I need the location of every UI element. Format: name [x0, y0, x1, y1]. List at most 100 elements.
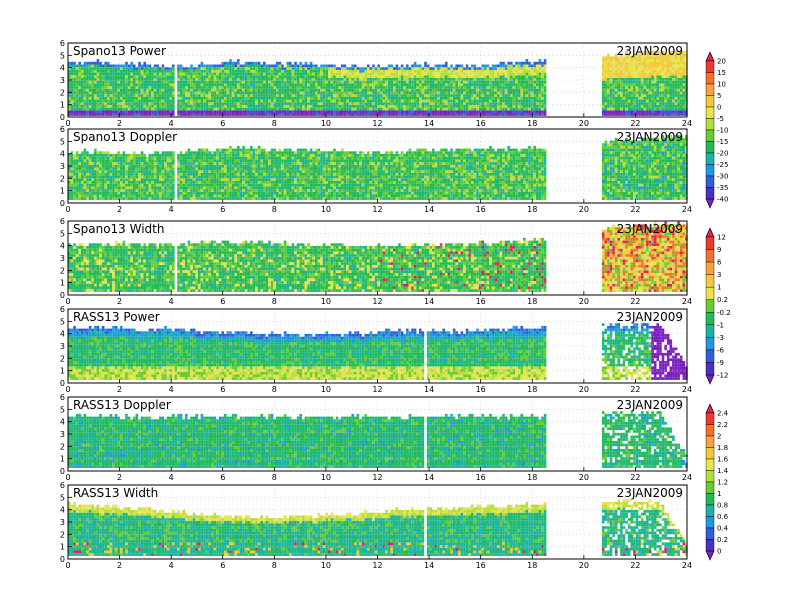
data-cell	[523, 108, 526, 111]
data-cell	[468, 97, 471, 100]
data-cell	[416, 70, 419, 73]
data-cell	[190, 100, 193, 103]
data-cell	[414, 89, 417, 92]
data-cell	[539, 92, 542, 95]
data-cell	[605, 62, 608, 65]
data-cell	[177, 102, 180, 105]
data-cell	[258, 105, 261, 108]
data-cell	[618, 59, 621, 62]
data-cell	[683, 75, 686, 78]
data-cell	[489, 110, 492, 113]
data-cell	[255, 73, 258, 76]
data-cell	[281, 83, 284, 86]
data-cell	[364, 83, 367, 86]
data-cell	[440, 73, 443, 76]
data-cell	[623, 65, 626, 68]
data-cell	[310, 94, 313, 97]
data-cell	[76, 186, 79, 189]
data-cell	[247, 97, 250, 100]
data-cell	[416, 113, 419, 116]
data-cell	[167, 94, 170, 97]
data-cell	[125, 97, 128, 100]
data-cell	[159, 78, 162, 81]
data-cell	[292, 110, 295, 113]
data-cell	[523, 75, 526, 78]
data-cell	[393, 70, 396, 73]
data-cell	[349, 92, 352, 95]
data-cell	[273, 70, 276, 73]
data-cell	[429, 100, 432, 103]
data-cell	[435, 105, 438, 108]
data-cell	[149, 81, 152, 84]
data-cell	[341, 105, 344, 108]
data-cell	[349, 108, 352, 111]
data-cell	[649, 75, 652, 78]
data-cell	[94, 178, 97, 181]
data-cell	[377, 108, 380, 111]
data-cell	[419, 110, 422, 113]
data-cell	[232, 62, 235, 65]
data-cell	[104, 86, 107, 89]
data-cell	[110, 197, 113, 200]
data-cell	[297, 65, 300, 68]
data-cell	[247, 113, 250, 116]
data-cell	[190, 81, 193, 84]
data-cell	[81, 170, 84, 173]
data-cell	[110, 173, 113, 176]
data-cell	[151, 94, 154, 97]
data-cell	[84, 178, 87, 181]
data-cell	[123, 173, 126, 176]
data-cell	[117, 81, 120, 84]
data-cell	[219, 75, 222, 78]
data-cell	[214, 78, 217, 81]
data-cell	[136, 92, 139, 95]
data-cell	[513, 73, 516, 76]
data-cell	[445, 89, 448, 92]
data-cell	[463, 70, 466, 73]
data-cell	[133, 170, 136, 173]
data-cell	[240, 75, 243, 78]
data-cell	[318, 94, 321, 97]
x-tick-label: 14	[424, 119, 434, 128]
data-cell	[602, 83, 605, 86]
data-cell	[385, 83, 388, 86]
data-cell	[375, 105, 378, 108]
data-cell	[610, 62, 613, 65]
data-cell	[333, 102, 336, 105]
data-cell	[528, 75, 531, 78]
data-cell	[383, 94, 386, 97]
data-cell	[409, 73, 412, 76]
data-cell	[89, 189, 92, 192]
data-cell	[401, 75, 404, 78]
data-cell	[325, 65, 328, 68]
data-cell	[156, 154, 159, 157]
data-cell	[461, 73, 464, 76]
data-cell	[377, 81, 380, 84]
data-cell	[377, 67, 380, 70]
data-cell	[125, 113, 128, 116]
data-cell	[453, 92, 456, 95]
data-cell	[294, 65, 297, 68]
data-cell	[273, 65, 276, 68]
data-cell	[445, 65, 448, 68]
data-cell	[544, 78, 547, 81]
data-cell	[136, 195, 139, 198]
data-cell	[195, 108, 198, 111]
data-cell	[354, 70, 357, 73]
data-cell	[544, 70, 547, 73]
data-cell	[636, 86, 639, 89]
data-cell	[615, 75, 618, 78]
data-cell	[294, 94, 297, 97]
data-cell	[71, 100, 74, 103]
data-cell	[307, 100, 310, 103]
data-cell	[607, 59, 610, 62]
data-cell	[263, 110, 266, 113]
data-cell	[346, 94, 349, 97]
data-cell	[123, 97, 126, 100]
data-cell	[515, 113, 518, 116]
data-cell	[422, 81, 425, 84]
data-cell	[151, 157, 154, 160]
data-cell	[474, 78, 477, 81]
data-cell	[657, 65, 660, 68]
data-cell	[102, 65, 105, 68]
